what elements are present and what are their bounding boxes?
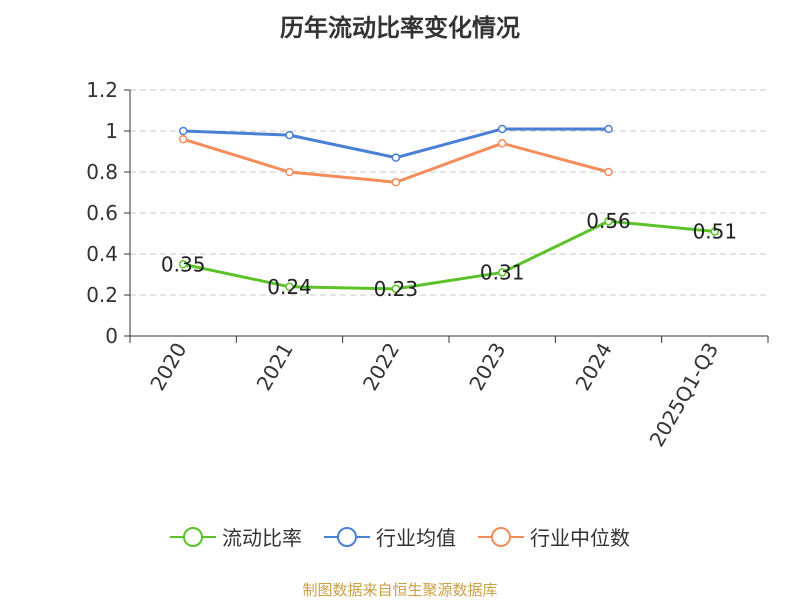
data-point (497, 268, 507, 277)
data-source-note: 制图数据来自恒生聚源数据库 (302, 581, 498, 599)
legend-swatch-industry-mean (324, 526, 370, 547)
data-label: 0.23 (374, 277, 419, 301)
data-point (178, 260, 188, 269)
data-point (285, 167, 294, 177)
data-point (710, 227, 720, 236)
data-label: 0.51 (693, 219, 738, 243)
data-point (604, 124, 613, 134)
legend-label-industry-mean: 行业均值 (376, 526, 456, 550)
legend-label-current-ratio: 流动比率 (222, 526, 302, 550)
legend-item-industry-median[interactable]: 行业中位数 (478, 522, 630, 551)
x-tick-label: 2020 (145, 339, 191, 395)
data-label: 0.35 (161, 252, 206, 276)
x-tick-label: 2024 (571, 339, 617, 395)
legend-swatch-current-ratio (170, 526, 216, 547)
data-label: 0.56 (586, 209, 631, 233)
x-tick-label: 2021 (252, 339, 298, 395)
data-point (497, 139, 507, 148)
legend-label-industry-median: 行业中位数 (530, 526, 630, 550)
legend-item-current-ratio[interactable]: 流动比率 (170, 522, 302, 551)
y-tick-label: 0 (105, 324, 118, 348)
legend: 流动比率 行业均值 行业中位数 (0, 522, 800, 551)
data-point (604, 216, 613, 226)
data-point (285, 282, 294, 292)
legend-item-industry-mean[interactable]: 行业均值 (324, 522, 456, 551)
data-point (285, 130, 294, 140)
chart-title: 历年流动比率变化情况 (280, 14, 520, 42)
y-tick-label: 1 (105, 119, 118, 143)
data-point (178, 126, 188, 136)
y-tick-label: 1.2 (86, 78, 118, 102)
data-label: 0.31 (480, 260, 525, 284)
y-tick-label: 0.8 (86, 160, 118, 184)
x-tick-label: 2023 (464, 338, 510, 394)
x-tick-label: 2022 (358, 339, 404, 395)
legend-swatch-industry-median (478, 526, 524, 547)
data-point (178, 134, 188, 144)
x-tick-label: 2025Q1-Q3 (644, 339, 723, 451)
data-point (391, 178, 401, 187)
data-label: 0.24 (267, 275, 312, 299)
data-point (391, 153, 401, 162)
y-tick-label: 0.2 (86, 283, 118, 307)
data-point (497, 124, 507, 134)
y-tick-label: 0.6 (86, 201, 118, 225)
data-point (604, 167, 613, 177)
data-point (391, 284, 401, 294)
y-tick-label: 0.4 (86, 242, 118, 266)
series-line-0 (182, 219, 715, 291)
